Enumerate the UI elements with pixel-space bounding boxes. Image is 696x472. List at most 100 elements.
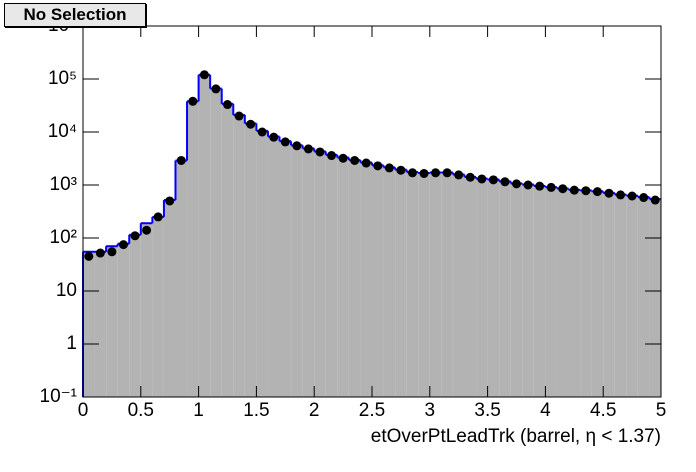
bar — [83, 251, 95, 397]
data-point — [396, 165, 406, 175]
bar — [522, 184, 534, 397]
x-tick-label: 5 — [656, 400, 667, 421]
data-point — [107, 247, 117, 257]
y-tick-label: 10³ — [50, 174, 77, 195]
data-point — [431, 168, 441, 178]
data-point — [84, 251, 94, 261]
y-tick-label: 1 — [66, 333, 77, 354]
y-tick-label: 10² — [50, 227, 77, 248]
bar — [614, 194, 627, 397]
data-point — [581, 186, 591, 196]
data-point — [280, 137, 290, 147]
bar — [418, 173, 430, 397]
bar — [556, 188, 569, 397]
bar — [337, 157, 349, 397]
bar — [325, 154, 338, 397]
bar — [441, 172, 453, 397]
bar — [626, 195, 638, 397]
data-point — [165, 196, 175, 206]
bar — [94, 251, 107, 397]
data-point — [627, 191, 637, 201]
selection-button[interactable]: No Selection — [4, 3, 146, 27]
data-point — [118, 240, 128, 250]
data-point — [373, 161, 383, 171]
data-point — [454, 170, 464, 180]
data-point — [361, 158, 371, 168]
data-point — [569, 185, 579, 195]
x-tick-label: 2 — [309, 400, 320, 421]
data-point — [315, 147, 325, 157]
bar — [464, 176, 477, 397]
bar — [314, 151, 326, 397]
bar — [140, 223, 153, 397]
bar — [233, 114, 245, 398]
bar — [637, 197, 650, 397]
data-point — [407, 168, 417, 178]
x-tick-label: 3.5 — [474, 400, 500, 421]
bar — [603, 192, 615, 397]
data-point — [546, 182, 556, 192]
data-point — [223, 100, 232, 110]
data-point — [604, 188, 614, 198]
x-tick-label: 3 — [425, 400, 436, 421]
data-point — [199, 70, 209, 80]
bar — [591, 191, 604, 397]
bar — [117, 243, 130, 397]
bar — [187, 101, 199, 397]
bar — [291, 145, 303, 397]
data-point — [535, 181, 545, 191]
data-point — [350, 155, 360, 165]
data-point — [327, 151, 337, 161]
bar — [175, 160, 188, 397]
bar — [256, 130, 268, 398]
bar — [429, 172, 442, 397]
data-point — [95, 248, 105, 258]
bar — [395, 169, 407, 397]
data-point — [500, 177, 510, 187]
data-point — [650, 195, 660, 205]
bar — [545, 187, 557, 397]
bar — [649, 199, 661, 397]
data-point — [130, 231, 140, 241]
x-tick-label: 0.5 — [128, 400, 154, 421]
bar — [568, 189, 581, 397]
data-point — [616, 190, 626, 200]
bar — [129, 234, 141, 397]
bar — [267, 136, 280, 397]
bar — [499, 181, 511, 397]
bar — [106, 246, 118, 397]
bar — [152, 216, 164, 397]
bar — [302, 148, 315, 397]
data-point — [176, 155, 186, 165]
x-tick-label: 2.5 — [359, 400, 385, 421]
bar — [580, 190, 592, 397]
data-point — [442, 168, 452, 178]
bar — [372, 165, 384, 397]
data-point — [153, 212, 163, 222]
data-point — [292, 141, 302, 151]
data-point — [512, 179, 521, 189]
bar — [198, 74, 211, 397]
bar — [210, 88, 222, 397]
data-point — [477, 174, 487, 184]
data-point — [257, 127, 267, 137]
bar — [244, 123, 257, 397]
bar — [452, 174, 465, 397]
data-point — [338, 153, 348, 163]
x-tick-label: 4 — [540, 400, 551, 421]
y-tick-label: 10⁴ — [48, 121, 77, 142]
data-point — [523, 180, 533, 190]
data-point — [465, 172, 475, 182]
data-point — [234, 111, 244, 121]
bar — [533, 185, 546, 397]
data-point — [488, 175, 498, 185]
x-axis-title: etOverPtLeadTrk (barrel, η < 1.37) — [371, 426, 661, 447]
data-point — [188, 96, 198, 106]
data-point — [558, 184, 568, 194]
data-point — [592, 187, 602, 197]
data-point — [142, 225, 152, 235]
bar — [221, 103, 234, 398]
bar — [360, 162, 372, 397]
bar — [476, 178, 488, 397]
bar — [383, 167, 396, 397]
